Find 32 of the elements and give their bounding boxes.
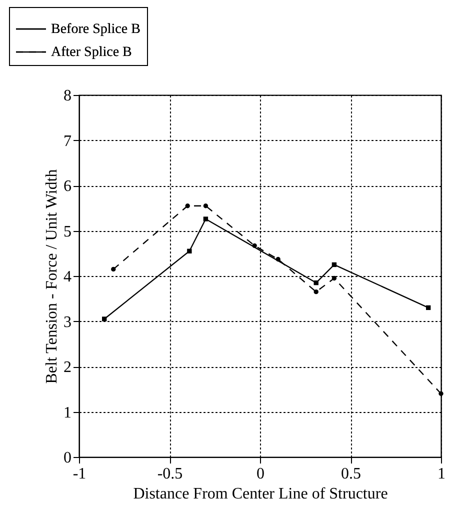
y-tick-label: 6: [64, 178, 72, 195]
x-tick-label: 0.5: [341, 466, 361, 482]
point: [332, 262, 337, 268]
x-tick-label: -0.5: [157, 466, 183, 482]
point: [276, 256, 280, 262]
point: [332, 276, 337, 281]
x-axis-title: Distance From Center Line of Structure: [133, 486, 388, 502]
point: [314, 280, 318, 286]
point: [203, 216, 208, 222]
point: [187, 248, 192, 254]
y-tick-label: 1: [64, 404, 72, 422]
point: [426, 305, 431, 310]
y-tick-label: 2: [64, 359, 72, 376]
x-tick-label: 1: [438, 466, 446, 482]
point: [314, 289, 318, 294]
legend-label: After Splice B: [51, 45, 132, 60]
legend-label: Before Splice B: [51, 22, 140, 37]
y-tick-label: 3: [64, 314, 72, 331]
point: [111, 266, 116, 272]
y-tick-label: 0: [64, 450, 72, 466]
point: [203, 204, 208, 208]
x-tick-label: 0: [256, 466, 264, 482]
point: [185, 204, 190, 208]
y-tick-label: 4: [64, 268, 72, 286]
point: [438, 391, 444, 396]
point: [102, 316, 107, 322]
y-axis-title: Belt Tension - Force / Unit Width: [44, 169, 60, 384]
y-tick-label: 5: [64, 223, 72, 240]
point: [252, 243, 257, 248]
y-tick-label: 8: [64, 88, 72, 104]
x-tick-label: -1: [72, 466, 86, 482]
y-tick-label: 7: [64, 132, 72, 150]
